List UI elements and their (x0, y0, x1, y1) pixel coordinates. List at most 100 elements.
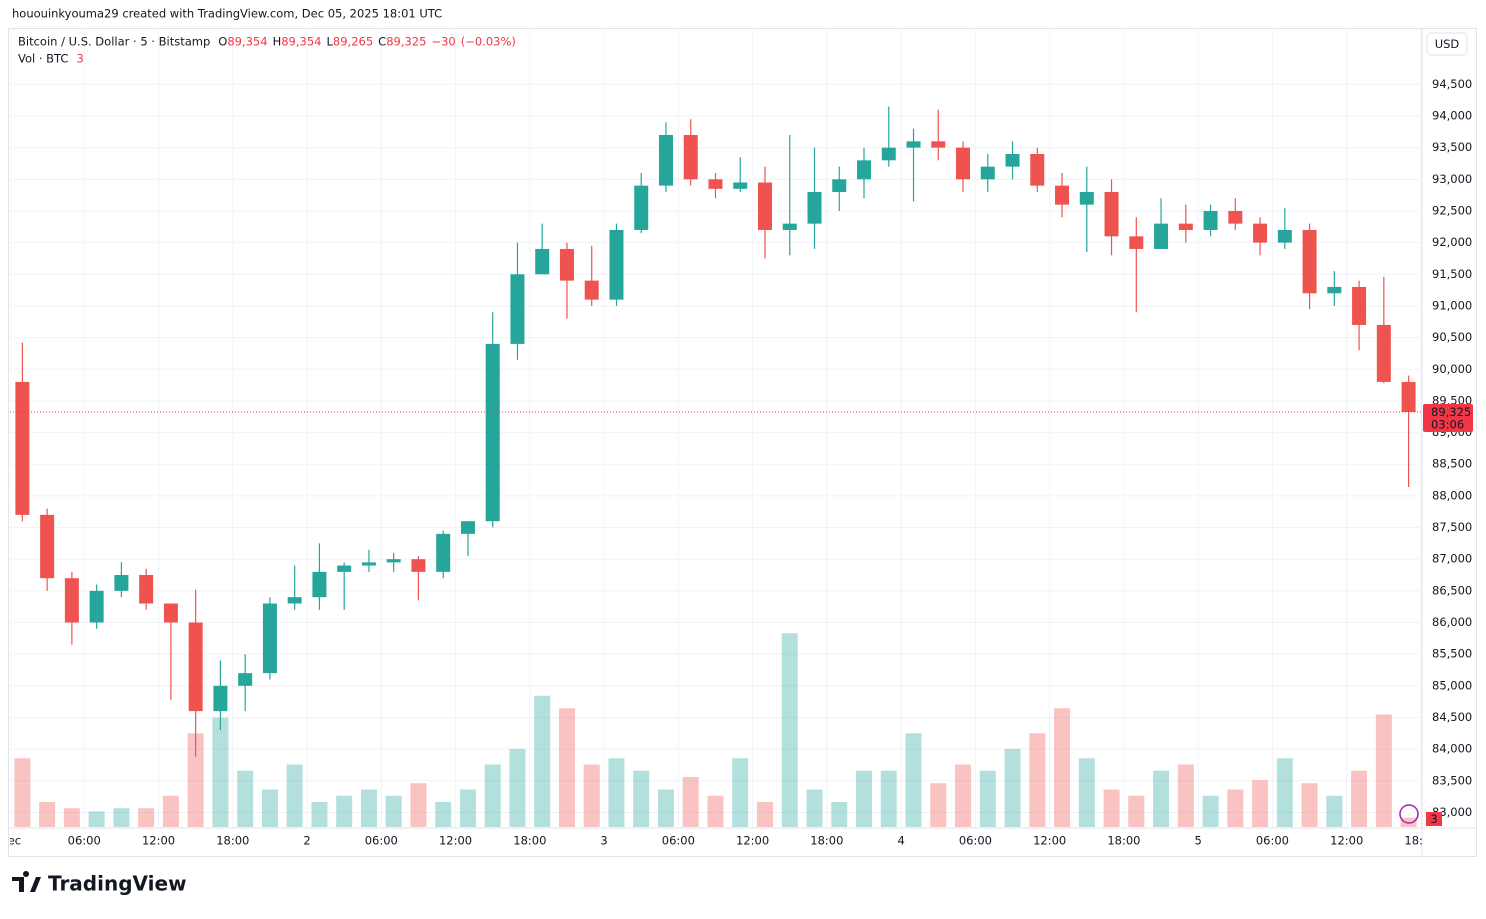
x-tick-label: Dec (0, 834, 21, 848)
y-tick-label: 85,500 (1432, 647, 1472, 661)
x-tick-label: 5 (1195, 834, 1202, 848)
candle-body (881, 147, 896, 161)
candle-body (956, 147, 971, 180)
candle-body (857, 160, 872, 180)
volume-bar (806, 789, 823, 827)
y-tick-label: 87,500 (1432, 520, 1472, 534)
volume-bar (558, 708, 575, 827)
volume-title: Vol · BTC (18, 52, 68, 66)
y-tick-label: 91,500 (1432, 267, 1472, 281)
y-tick-label: 89,500 (1432, 393, 1472, 407)
candle-body (485, 343, 500, 522)
x-tick-label: 18:00 (810, 834, 843, 848)
volume-bar (1128, 795, 1145, 827)
volume-bar (534, 695, 551, 827)
volume-bar (682, 777, 699, 827)
x-tick-label: 06:00 (68, 834, 101, 848)
volume-bar (1103, 789, 1120, 827)
x-tick-label: 18:00 (216, 834, 249, 848)
volume-bar (1227, 789, 1244, 827)
volume-bar (856, 770, 873, 827)
candle-body (213, 685, 228, 712)
volume-bar (1375, 714, 1392, 827)
volume-bar (583, 764, 600, 827)
candle-body (1376, 324, 1391, 382)
volume-bar (336, 795, 353, 827)
icon (1399, 804, 1419, 824)
candle-body (64, 578, 79, 623)
y-tick-label: 86,500 (1432, 583, 1472, 597)
volume-bar (1153, 770, 1170, 827)
y-tick-label: 88,500 (1432, 457, 1472, 471)
y-tick-label: 83,000 (1432, 805, 1472, 819)
volume-bar (979, 770, 996, 827)
candle-body (634, 185, 649, 230)
volume-bar (385, 795, 402, 827)
volume-bar (608, 758, 625, 827)
volume-bar (831, 802, 848, 827)
y-tick-label: 91,000 (1432, 298, 1472, 312)
volume-bar (781, 633, 798, 827)
candle-body (287, 597, 302, 604)
candle-body (931, 141, 946, 148)
x-tick-label: 06:00 (1256, 834, 1289, 848)
candle-body (609, 229, 624, 300)
candle-body (411, 559, 426, 572)
candle-body (436, 533, 451, 572)
candle-body (1277, 229, 1292, 243)
ohlc-letter: L (326, 35, 333, 49)
candle-body (1154, 223, 1169, 249)
candle-body (658, 134, 673, 186)
volume-bar (212, 717, 229, 827)
x-tick-label: 06:00 (365, 834, 398, 848)
currency[interactable]: USD (1435, 37, 1460, 51)
frame (8, 28, 1477, 857)
volume-bar (1301, 783, 1318, 827)
candle-body (386, 559, 401, 563)
ohlc-letter: O (218, 35, 227, 49)
ohlc-letter: H (273, 35, 282, 49)
volume-tag (1426, 812, 1442, 826)
candle-body (1228, 210, 1243, 224)
volume-bar (39, 802, 56, 827)
x-tick-label: 12:00 (439, 834, 472, 848)
candle-body (807, 191, 822, 224)
y-tick-label: 92,500 (1432, 203, 1472, 217)
candle-body (535, 248, 550, 275)
volume-bar (509, 748, 526, 827)
candle-body (980, 166, 995, 180)
x-tick-label: 12:00 (736, 834, 769, 848)
currency-button[interactable] (1426, 32, 1468, 56)
y-tick-label: 85,000 (1432, 678, 1472, 692)
candle-body (1327, 286, 1342, 294)
countdown: 03:06 (1431, 417, 1464, 431)
volume-bar (286, 764, 303, 827)
candle-body (460, 521, 475, 534)
volume-bar (880, 770, 897, 827)
y-tick-label: 90,500 (1432, 330, 1472, 344)
y-tick-label: 93,500 (1432, 140, 1472, 154)
candle-body (832, 179, 847, 192)
volume-bar (1252, 780, 1269, 827)
volume-bar (707, 795, 724, 827)
x-tick-label: 12:00 (142, 834, 175, 848)
ohlc-value: 89,354 (281, 35, 321, 49)
y-tick-label: 87,000 (1432, 552, 1472, 566)
credit: hououinkyouma29 created with TradingView… (12, 7, 442, 21)
candle-body (89, 590, 104, 623)
candle-body (1129, 236, 1144, 249)
volume-bar (657, 789, 674, 827)
volume-value: 3 (76, 52, 83, 66)
candle-body (1079, 191, 1094, 205)
y-tick-label: 90,000 (1432, 362, 1472, 376)
candle-body (262, 603, 277, 674)
volume-bar (138, 808, 155, 827)
volume-bar (360, 789, 377, 827)
volume-bar (187, 733, 204, 827)
candle-body (188, 622, 203, 712)
candle-body (312, 571, 327, 598)
candle-body (1253, 223, 1268, 243)
candle-body (1178, 223, 1193, 230)
